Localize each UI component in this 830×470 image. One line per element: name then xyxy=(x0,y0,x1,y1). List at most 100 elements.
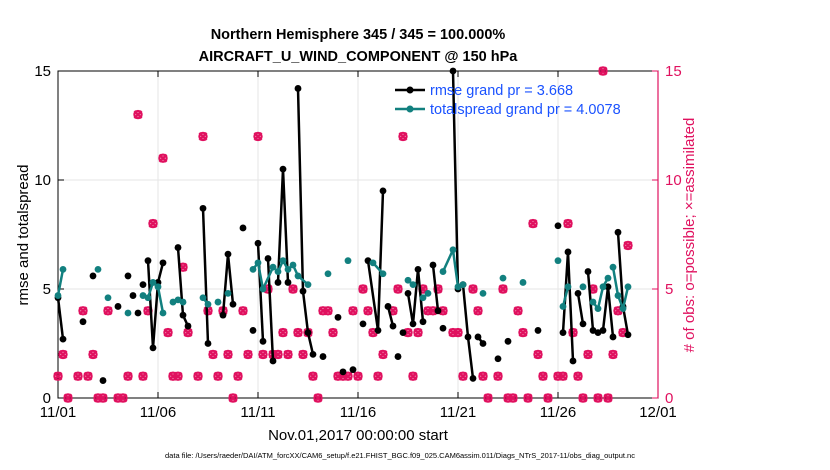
obs-assimilated-marker xyxy=(103,306,113,316)
obs-possible-marker xyxy=(313,393,323,403)
obs-possible-marker xyxy=(298,349,308,360)
obs-assimilated-marker xyxy=(353,371,363,381)
rmse-point xyxy=(419,318,427,326)
chart-title-line1: Northern Hemisphere 345 / 345 = 100.000% xyxy=(211,27,506,43)
obs-assimilated-marker xyxy=(278,328,288,338)
spread-point xyxy=(559,303,567,310)
rmse-point xyxy=(249,327,257,334)
rmse-point xyxy=(429,261,437,269)
obs-assimilated-marker xyxy=(173,371,183,381)
rmse-point xyxy=(464,333,472,341)
obs-possible-marker xyxy=(163,327,173,338)
obs-possible-marker xyxy=(293,327,303,338)
spread-point xyxy=(614,292,622,299)
obs-possible-marker xyxy=(208,349,218,360)
rmse-point xyxy=(204,340,212,347)
obs-assimilated-marker xyxy=(403,328,413,338)
spread-point xyxy=(274,268,282,275)
obs-assimilated-marker xyxy=(593,393,603,403)
rmse-line-segment xyxy=(146,260,165,350)
y-tick-label: 0 xyxy=(43,390,51,407)
spread-point xyxy=(259,285,267,293)
rmse-point xyxy=(449,67,457,75)
spread-point xyxy=(279,257,287,265)
obs-assimilated-marker xyxy=(88,349,98,359)
obs-assimilated-marker xyxy=(283,349,293,359)
rmse-point xyxy=(554,222,562,230)
y-right-tick-label: 10 xyxy=(665,172,682,189)
rmse-point xyxy=(504,337,512,345)
obs-possible-marker xyxy=(83,371,93,381)
spread-line-segment xyxy=(592,277,610,310)
spread-point xyxy=(579,283,587,291)
obs-possible-marker xyxy=(413,327,423,338)
obs-assimilated-marker xyxy=(578,393,588,403)
obs-possible-marker xyxy=(158,153,168,163)
obs-assimilated-marker xyxy=(513,306,523,316)
obs-possible-marker xyxy=(528,218,538,229)
spread-point xyxy=(289,261,297,269)
rmse-point xyxy=(414,265,422,273)
rmse-point xyxy=(319,353,327,360)
obs-assimilated-marker xyxy=(198,131,208,141)
y-tick-label: 15 xyxy=(34,63,51,80)
spread-point xyxy=(479,289,487,297)
rmse-point xyxy=(359,320,367,328)
rmse-point xyxy=(229,300,237,308)
obs-possible-marker xyxy=(258,349,268,360)
obs-possible-marker xyxy=(353,371,363,381)
obs-assimilated-marker xyxy=(63,393,73,403)
rmse-point xyxy=(349,366,357,374)
obs-assimilated-marker xyxy=(53,371,63,381)
obs-possible-marker xyxy=(378,349,388,360)
spread-point xyxy=(439,268,447,275)
obs-possible-marker xyxy=(193,371,203,381)
obs-possible-marker xyxy=(88,349,98,360)
y-tick-label: 10 xyxy=(34,172,51,189)
obs-assimilated-marker xyxy=(398,131,408,141)
obs-possible-marker xyxy=(623,240,633,251)
spread-point xyxy=(409,281,417,289)
spread-point xyxy=(554,257,562,265)
obs-possible-marker xyxy=(518,327,528,338)
obs-possible-marker xyxy=(53,371,63,381)
obs-possible-marker xyxy=(283,349,293,360)
rmse-line-segment xyxy=(296,88,315,355)
rmse-point xyxy=(284,279,292,286)
obs-assimilated-marker xyxy=(293,328,303,338)
obs-assimilated-marker xyxy=(213,371,223,381)
obs-assimilated-marker xyxy=(538,371,548,381)
obs-possible-marker xyxy=(223,349,233,360)
obs-assimilated-marker xyxy=(83,371,93,381)
obs-possible-marker xyxy=(138,371,148,381)
spread-point xyxy=(344,257,352,265)
x-tick-label: 11/11 xyxy=(240,404,275,421)
spread-point xyxy=(94,265,102,273)
obs-assimilated-marker xyxy=(123,371,133,381)
spread-point xyxy=(149,279,157,286)
spread-point xyxy=(599,283,607,291)
obs-assimilated-marker xyxy=(533,349,543,359)
obs-possible-marker xyxy=(358,284,368,294)
obs-possible-marker xyxy=(598,66,608,76)
obs-assimilated-marker xyxy=(223,349,233,359)
rmse-point xyxy=(579,320,587,328)
obs-assimilated-marker xyxy=(483,393,493,403)
obs-possible-marker xyxy=(563,218,573,229)
rmse-point xyxy=(279,165,287,173)
obs-assimilated-marker xyxy=(323,306,333,316)
obs-assimilated-marker xyxy=(528,219,538,229)
obs-assimilated-marker xyxy=(508,393,518,403)
x-tick-label: 11/16 xyxy=(340,404,376,421)
series-lines xyxy=(54,67,632,384)
spread-point xyxy=(404,276,412,284)
obs-possible-marker xyxy=(328,327,338,338)
spread-point xyxy=(224,289,232,297)
obs-possible-marker xyxy=(363,306,373,316)
rmse-point xyxy=(469,374,477,382)
legend-rmse-label: rmse grand pr = 3.668 xyxy=(430,83,573,99)
spread-point xyxy=(154,283,162,291)
spread-point xyxy=(379,270,387,278)
rmse-point xyxy=(494,355,502,363)
obs-assimilated-marker xyxy=(563,219,573,229)
